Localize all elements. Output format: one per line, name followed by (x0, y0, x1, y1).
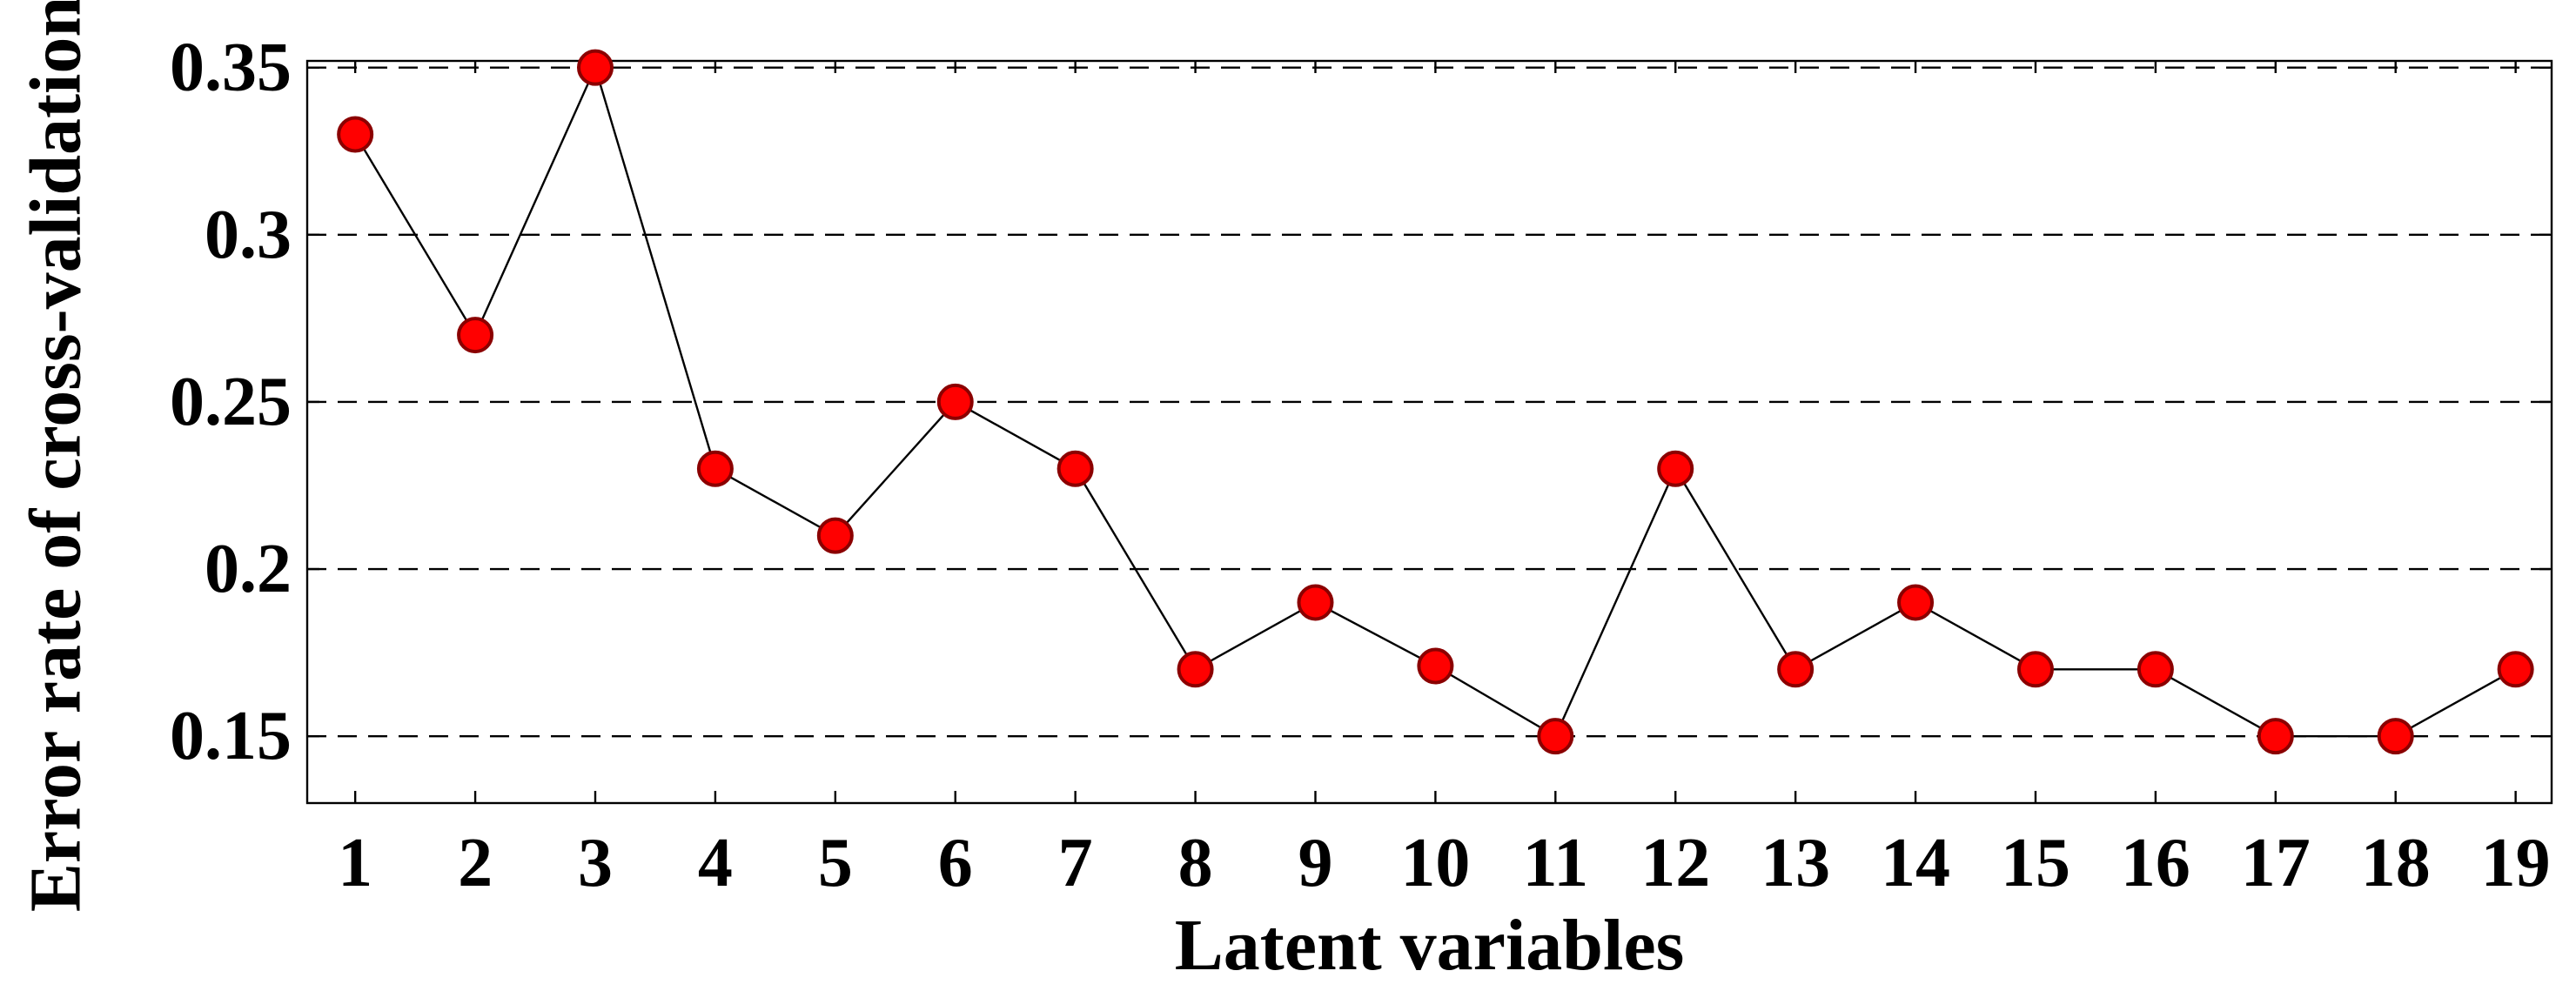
series-layer (337, 49, 2534, 755)
x-tick-label-16: 16 (2121, 825, 2190, 901)
data-point-10 (1417, 647, 1454, 685)
plot-frame (305, 59, 2553, 805)
data-point-7 (1057, 450, 1094, 487)
x-tick-label-10: 10 (1400, 825, 1470, 901)
data-point-6 (936, 383, 974, 420)
x-tick-label-14: 14 (1881, 825, 1950, 901)
data-point-16 (2137, 651, 2174, 688)
data-point-11 (1537, 718, 1574, 755)
y-tick-label-0.3: 0.3 (205, 197, 292, 273)
data-point-12 (1657, 450, 1694, 487)
data-point-1 (337, 116, 374, 153)
data-point-2 (457, 317, 494, 354)
data-point-8 (1177, 651, 1214, 688)
y-tick-label-0.2: 0.2 (205, 531, 292, 607)
x-tick-label-5: 5 (818, 825, 853, 901)
data-point-17 (2257, 718, 2294, 755)
x-tick-label-1: 1 (338, 825, 372, 901)
data-point-14 (1897, 584, 1935, 621)
data-point-13 (1777, 651, 1815, 688)
axes (305, 59, 2553, 805)
x-tick-label-15: 15 (2001, 825, 2070, 901)
x-tick-label-9: 9 (1298, 825, 1332, 901)
data-point-18 (2377, 718, 2414, 755)
gridlines (307, 66, 2552, 738)
data-point-15 (2016, 651, 2054, 688)
y-tick-label-0.35: 0.35 (170, 30, 292, 106)
x-tick-label-2: 2 (458, 825, 493, 901)
x-tick-label-19: 19 (2481, 825, 2551, 901)
tick-labels: 0.150.20.250.30.351 2 3 4 5 6 7 8 9 10 11 12 13 14 15 1… (170, 30, 2551, 901)
x-tick-label-7: 7 (1058, 825, 1093, 901)
y-tick-label-0.15: 0.15 (170, 698, 292, 774)
x-tick-label-17: 17 (2241, 825, 2311, 901)
data-point-19 (2497, 651, 2534, 688)
x-tick-label-13: 13 (1761, 825, 1830, 901)
data-point-5 (816, 517, 854, 554)
y-axis-title: Error rate of cross-validation (16, 0, 97, 912)
data-point-3 (576, 49, 614, 86)
x-tick-label-18: 18 (2361, 825, 2431, 901)
data-point-4 (696, 450, 734, 487)
data-point-9 (1297, 584, 1334, 621)
x-tick-label-4: 4 (698, 825, 733, 901)
x-tick-label-8: 8 (1178, 825, 1213, 901)
y-tick-label-0.25: 0.25 (170, 364, 292, 440)
x-tick-label-3: 3 (578, 825, 613, 901)
x-tick-label-12: 12 (1640, 825, 1710, 901)
x-tick-label-6: 6 (938, 825, 973, 901)
x-axis-title: Latent variables (1175, 905, 1685, 986)
x-tick-label-11: 11 (1523, 825, 1589, 901)
